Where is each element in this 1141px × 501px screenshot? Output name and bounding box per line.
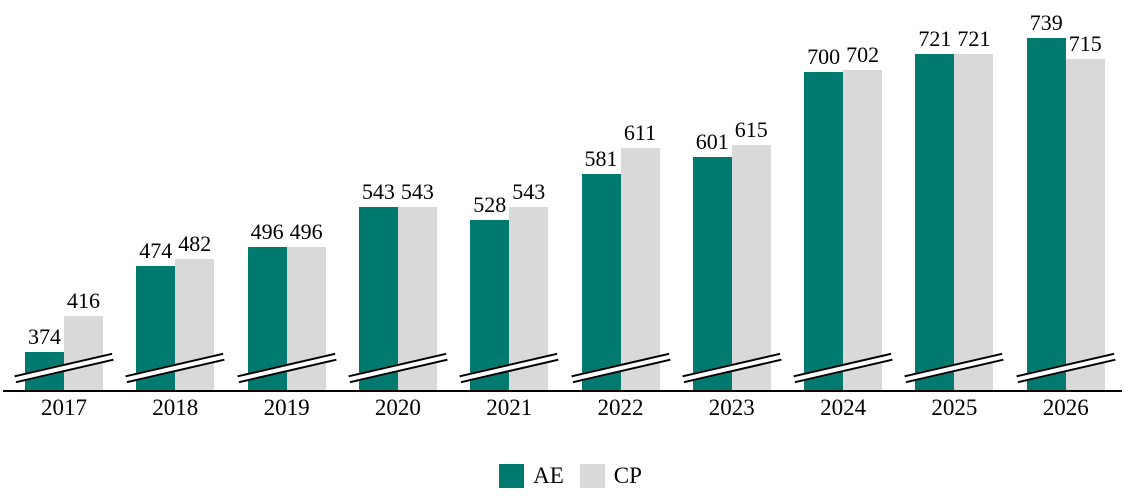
x-axis-tick-label-2018: 2018 xyxy=(152,395,199,420)
x-axis-tick-label-2025: 2025 xyxy=(931,395,978,420)
bar-value-label-ae-2022: 581 xyxy=(584,146,618,172)
x-axis-tick-label-2021: 2021 xyxy=(486,395,533,420)
bar-cp-2023 xyxy=(731,144,771,390)
bar-value-label-ae-2021: 528 xyxy=(473,191,507,217)
bar-ae-2022 xyxy=(581,174,621,390)
bar-value-label-ae-2018: 474 xyxy=(139,238,173,264)
bar-ae-2023 xyxy=(692,156,732,390)
bar-ae-2026 xyxy=(1026,38,1066,390)
legend-label-cp: CP xyxy=(613,463,642,488)
bar-ae-2021 xyxy=(470,219,510,390)
bar-value-label-ae-2023: 601 xyxy=(695,128,729,154)
x-axis-tick-label-2024: 2024 xyxy=(820,395,867,420)
bar-value-label-ae-2026: 739 xyxy=(1029,10,1063,36)
bar-ae-2025 xyxy=(915,53,955,390)
legend-item-cp: CP xyxy=(579,463,642,488)
bar-cp-2024 xyxy=(843,70,883,390)
x-axis-tick-label-2023: 2023 xyxy=(708,395,755,420)
bar-value-label-cp-2017: 416 xyxy=(67,288,100,314)
x-axis-tick-label-2022: 2022 xyxy=(597,395,644,420)
bar-value-label-cp-2018: 482 xyxy=(178,231,212,257)
x-axis-tick-label-2017: 2017 xyxy=(41,395,87,420)
bar-ae-2024 xyxy=(804,71,844,390)
bar-value-label-cp-2021: 543 xyxy=(512,178,546,204)
bar-cp-2022 xyxy=(620,148,660,390)
bar-value-label-ae-2025: 721 xyxy=(918,25,952,51)
bar-value-label-cp-2023: 615 xyxy=(734,116,768,142)
bar-value-label-cp-2025: 721 xyxy=(957,25,991,51)
x-axis-line xyxy=(3,390,1122,392)
bar-value-label-ae-2017: 374 xyxy=(28,324,61,350)
bar-value-label-ae-2019: 496 xyxy=(250,219,284,245)
legend-swatch-cp xyxy=(579,464,605,488)
bar-value-label-cp-2022: 611 xyxy=(623,120,657,146)
bar-value-label-ae-2020: 543 xyxy=(361,178,395,204)
legend-swatch-ae xyxy=(499,464,525,488)
bar-cp-2017 xyxy=(64,316,103,390)
x-axis-tick-label-2026: 2026 xyxy=(1042,395,1089,420)
bar-value-label-cp-2019: 496 xyxy=(289,219,323,245)
legend-label-ae: AE xyxy=(533,463,564,488)
bar-cp-2026 xyxy=(1065,58,1105,390)
bar-value-label-cp-2020: 543 xyxy=(400,178,434,204)
legend-item-ae: AE xyxy=(499,464,564,488)
bar-value-label-ae-2024: 700 xyxy=(807,43,841,69)
bar-ae-2020 xyxy=(358,206,398,390)
x-axis-tick-label-2019: 2019 xyxy=(263,395,310,420)
bar-cp-2025 xyxy=(954,53,994,390)
legend: AE CP xyxy=(0,464,1141,488)
x-axis-tick-label-2020: 2020 xyxy=(374,395,421,420)
bar-value-label-cp-2026: 715 xyxy=(1068,30,1102,56)
bar-value-label-cp-2024: 702 xyxy=(846,42,880,68)
